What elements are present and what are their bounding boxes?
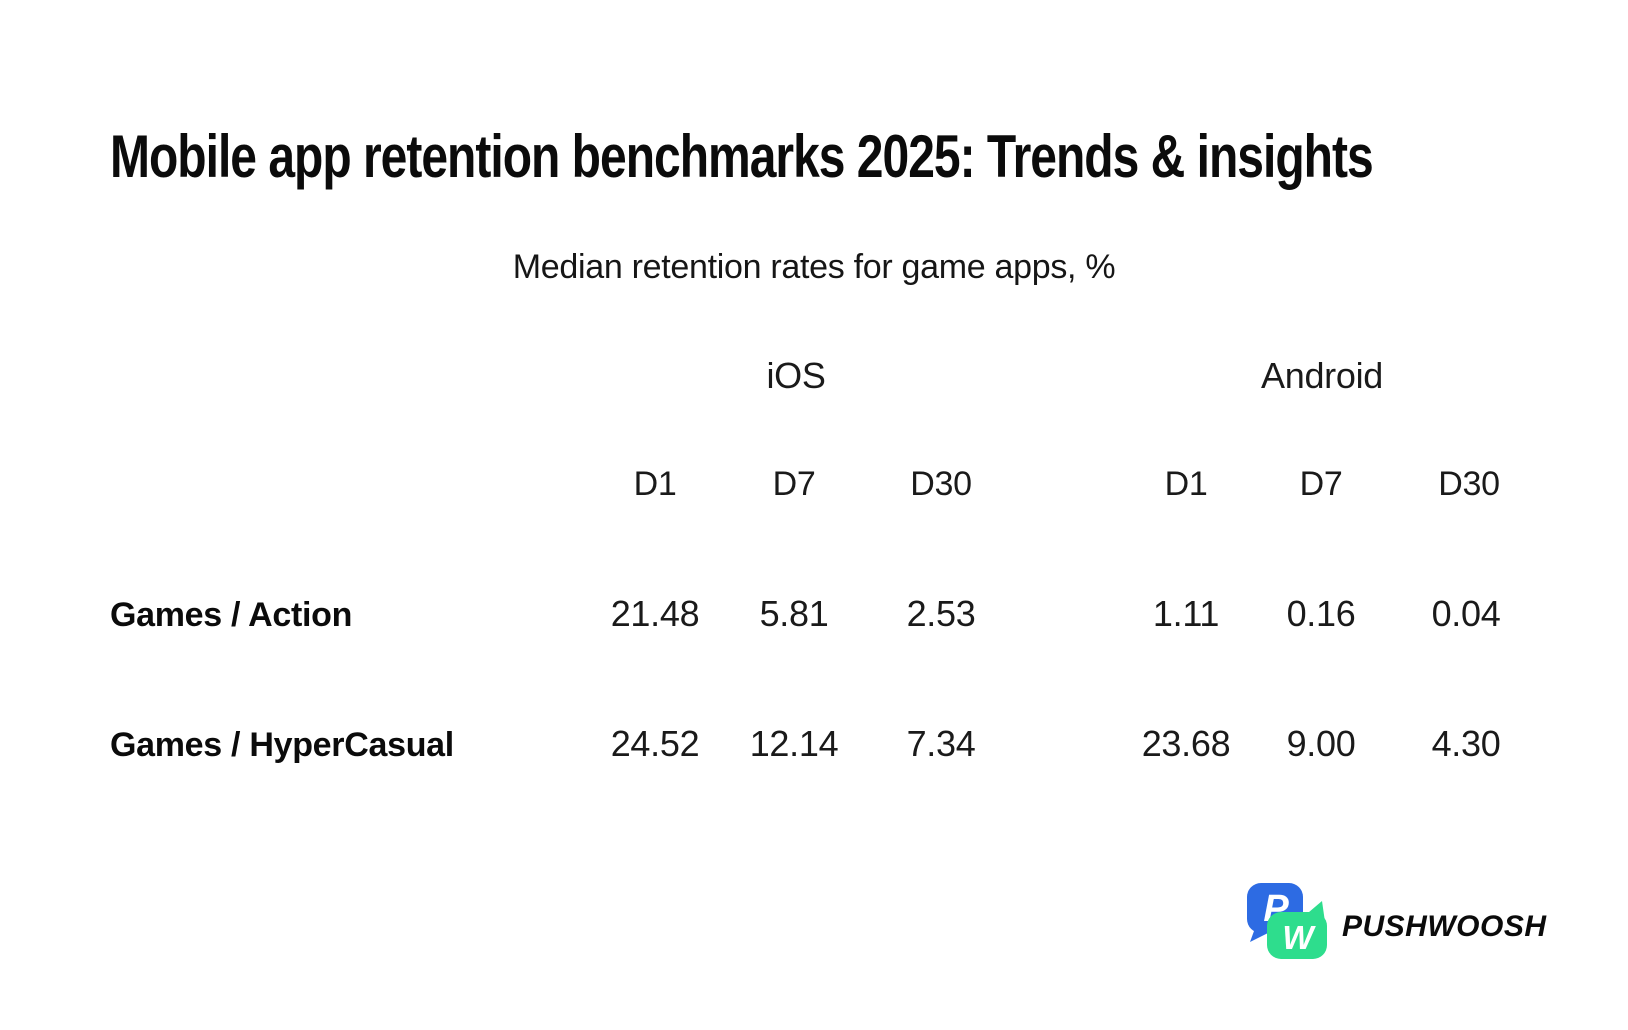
- cell-action-android-d7: 0.16: [1286, 593, 1356, 634]
- chart-subtitle: Median retention rates for game apps, %: [512, 248, 1116, 286]
- column-header-ios-d7: D7: [772, 465, 816, 503]
- green-bubble-icon: W: [1267, 901, 1327, 959]
- group-header-ios: iOS: [766, 355, 826, 396]
- column-header-android-d7: D7: [1299, 465, 1343, 503]
- cell-hypercasual-android-d30: 4.30: [1431, 723, 1501, 764]
- cell-action-android-d30: 0.04: [1431, 593, 1501, 634]
- logo-letter-w: W: [1282, 919, 1316, 956]
- pushwoosh-wordmark: PUSHWOOSH: [1342, 910, 1547, 943]
- cell-hypercasual-ios-d7: 12.14: [749, 723, 839, 764]
- cell-action-ios-d7: 5.81: [759, 593, 829, 634]
- cell-hypercasual-android-d7: 9.00: [1286, 723, 1356, 764]
- column-header-ios-d1: D1: [633, 465, 677, 503]
- pushwoosh-logo-icon: P W: [1247, 883, 1327, 959]
- cell-hypercasual-ios-d1: 24.52: [610, 723, 700, 764]
- group-header-android: Android: [1261, 355, 1383, 396]
- page-title: Mobile app retention benchmarks 2025: Tr…: [110, 124, 1374, 191]
- cell-hypercasual-ios-d30: 7.34: [906, 723, 976, 764]
- cell-action-ios-d30: 2.53: [906, 593, 976, 634]
- column-header-ios-d30: D30: [910, 465, 972, 503]
- column-header-android-d1: D1: [1164, 465, 1208, 503]
- row-label-games-hypercasual: Games / HyperCasual: [110, 726, 454, 764]
- cell-action-android-d1: 1.11: [1152, 593, 1220, 634]
- column-header-android-d30: D30: [1438, 465, 1500, 503]
- cell-action-ios-d1: 21.48: [610, 593, 700, 634]
- row-label-games-action: Games / Action: [110, 596, 353, 634]
- cell-hypercasual-android-d1: 23.68: [1141, 723, 1231, 764]
